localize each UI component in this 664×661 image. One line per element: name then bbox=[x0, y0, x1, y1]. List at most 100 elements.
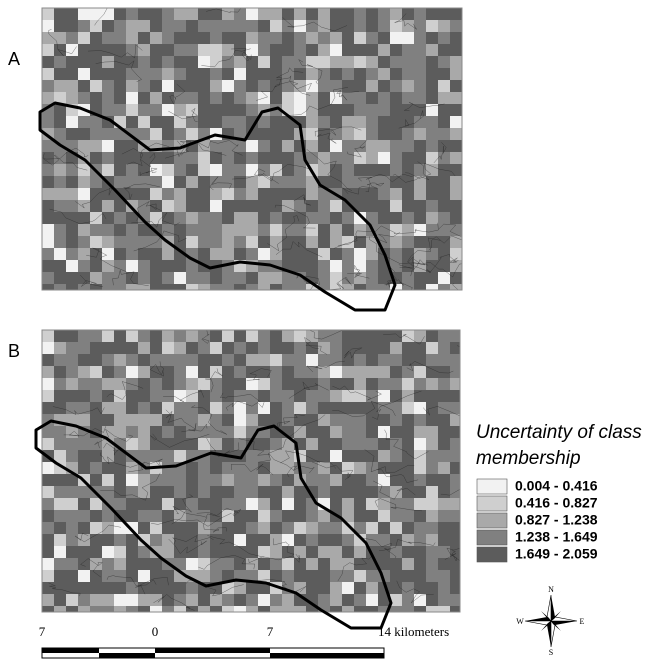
raster-cell bbox=[186, 32, 198, 44]
raster-cell bbox=[318, 200, 330, 212]
raster-cell bbox=[54, 200, 66, 212]
raster-cell bbox=[390, 224, 402, 236]
raster-cell bbox=[258, 32, 270, 44]
raster-cell bbox=[66, 272, 78, 284]
raster-cell bbox=[234, 582, 246, 594]
raster-cell bbox=[366, 378, 378, 390]
raster-cell bbox=[306, 330, 318, 342]
raster-cell bbox=[114, 462, 126, 474]
raster-cell bbox=[150, 68, 162, 80]
raster-cell bbox=[438, 354, 450, 366]
raster-cell bbox=[354, 116, 366, 128]
raster-cell bbox=[222, 474, 234, 486]
raster-cell bbox=[42, 200, 54, 212]
raster-cell bbox=[306, 8, 318, 20]
raster-cell bbox=[426, 140, 438, 152]
raster-cell bbox=[78, 570, 90, 582]
raster-cell bbox=[282, 32, 294, 44]
raster-cell bbox=[150, 128, 162, 140]
raster-cell bbox=[402, 224, 414, 236]
raster-cell bbox=[402, 236, 414, 248]
raster-cell bbox=[354, 438, 366, 450]
raster-cell bbox=[66, 188, 78, 200]
raster-cell bbox=[390, 140, 402, 152]
raster-cell bbox=[222, 68, 234, 80]
raster-cell bbox=[402, 342, 414, 354]
raster-cell bbox=[354, 474, 366, 486]
raster-cell bbox=[402, 582, 414, 594]
raster-cell bbox=[42, 546, 54, 558]
raster-cell bbox=[138, 438, 150, 450]
raster-cell bbox=[366, 582, 378, 594]
raster-cell bbox=[438, 534, 450, 546]
raster-cell bbox=[54, 366, 66, 378]
raster-cell bbox=[210, 546, 222, 558]
raster-cell bbox=[102, 534, 114, 546]
raster-cell bbox=[306, 402, 318, 414]
raster-cell bbox=[390, 152, 402, 164]
raster-cell bbox=[378, 20, 390, 32]
raster-cell bbox=[114, 594, 126, 606]
raster-cell bbox=[222, 342, 234, 354]
raster-cell bbox=[246, 582, 258, 594]
raster-cell bbox=[378, 342, 390, 354]
raster-cell bbox=[246, 402, 258, 414]
raster-cell bbox=[150, 80, 162, 92]
raster-cell bbox=[90, 212, 102, 224]
raster-cell bbox=[246, 80, 258, 92]
raster-cell bbox=[354, 486, 366, 498]
raster-cell bbox=[102, 474, 114, 486]
raster-cell bbox=[174, 474, 186, 486]
raster-cell bbox=[390, 8, 402, 20]
raster-cell bbox=[258, 68, 270, 80]
raster-cell bbox=[390, 128, 402, 140]
raster-cell bbox=[270, 248, 282, 260]
raster-cell bbox=[78, 44, 90, 56]
raster-cell bbox=[330, 8, 342, 20]
raster-cell bbox=[222, 378, 234, 390]
raster-cell bbox=[282, 44, 294, 56]
raster-cell bbox=[150, 378, 162, 390]
raster-cell bbox=[318, 354, 330, 366]
raster-cell bbox=[186, 342, 198, 354]
raster-cell bbox=[102, 44, 114, 56]
raster-cell bbox=[330, 116, 342, 128]
raster-cell bbox=[426, 272, 438, 284]
raster-cell bbox=[90, 582, 102, 594]
raster-cell bbox=[174, 546, 186, 558]
raster-cell bbox=[90, 450, 102, 462]
raster-cell bbox=[66, 248, 78, 260]
raster-cell bbox=[186, 200, 198, 212]
raster-cell bbox=[222, 486, 234, 498]
raster-cell bbox=[198, 200, 210, 212]
raster-cell bbox=[390, 402, 402, 414]
raster-cell bbox=[234, 20, 246, 32]
raster-cell bbox=[42, 426, 54, 438]
raster-cell bbox=[342, 128, 354, 140]
raster-cell bbox=[78, 248, 90, 260]
raster-cell bbox=[42, 164, 54, 176]
raster-cell bbox=[234, 414, 246, 426]
raster-cell bbox=[378, 56, 390, 68]
raster-cell bbox=[258, 390, 270, 402]
raster-cell bbox=[162, 248, 174, 260]
raster-cell bbox=[78, 200, 90, 212]
raster-cell bbox=[162, 426, 174, 438]
raster-cell bbox=[270, 558, 282, 570]
raster-cell bbox=[378, 188, 390, 200]
raster-cell bbox=[402, 32, 414, 44]
raster-cell bbox=[210, 378, 222, 390]
raster-cell bbox=[78, 582, 90, 594]
raster-cell bbox=[354, 498, 366, 510]
raster-cell bbox=[354, 20, 366, 32]
raster-cell bbox=[186, 8, 198, 20]
raster-cell bbox=[426, 20, 438, 32]
raster-cell bbox=[54, 510, 66, 522]
raster-cell bbox=[402, 510, 414, 522]
raster-cell bbox=[378, 366, 390, 378]
raster-cell bbox=[198, 212, 210, 224]
scale-bar: 7 0 7 14 kilometers bbox=[39, 624, 449, 658]
raster-cell bbox=[426, 498, 438, 510]
raster-cell bbox=[258, 594, 270, 606]
raster-cell bbox=[162, 200, 174, 212]
